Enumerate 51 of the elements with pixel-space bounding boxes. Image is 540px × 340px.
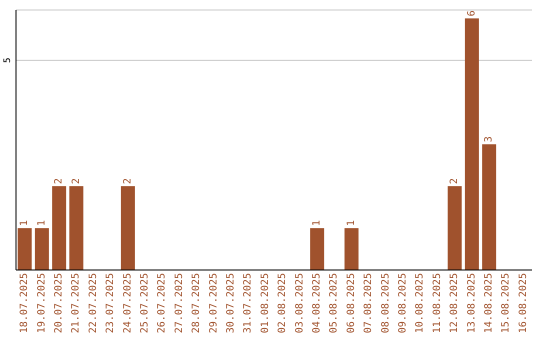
x-tick-label: 22.07.2025 [88,273,99,334]
x-tick-label: 26.07.2025 [156,273,168,334]
x-tick-label: 11.08.2025 [432,273,443,334]
x-tick-label: 01.08.2025 [260,273,271,334]
data-label: 1 [346,220,358,226]
data-label: 2 [122,178,134,184]
x-tick-label: 07.08.2025 [363,273,374,334]
y-tick-label: 5 [3,58,13,64]
x-tick-label: 25.07.2025 [140,273,150,334]
data-label: 3 [484,136,495,142]
bar [69,186,84,270]
data-label: 6 [466,10,478,16]
x-tick-label: 04.08.2025 [312,273,322,334]
data-label: 2 [449,178,460,184]
x-tick-label: 03.08.2025 [294,273,306,334]
x-tick-label: 29.07.2025 [208,273,220,334]
x-tick-label: 10.08.2025 [414,273,426,334]
data-label: 1 [19,220,30,226]
x-tick-label: 15.08.2025 [500,273,512,334]
bar [120,186,135,270]
x-tick-label: 08.08.2025 [380,273,392,334]
x-tick-label: 23.07.2025 [105,273,116,334]
x-tick-label: 28.07.2025 [191,273,202,334]
data-label: 2 [70,178,82,184]
x-tick-label: 12.08.2025 [449,273,460,334]
bar [52,186,66,270]
x-tick-label: 13.08.2025 [466,273,478,334]
bar [18,228,32,270]
x-tick-label: 14.08.2025 [484,273,494,334]
x-tick-label: 30.07.2025 [226,273,236,334]
bar [464,18,479,270]
bar [34,228,49,270]
x-tick-label: 31.07.2025 [242,273,254,334]
data-label: 1 [36,220,48,226]
bar [482,144,496,270]
bar [310,228,324,270]
x-tick-label: 21.07.2025 [70,273,82,334]
x-tick-label: 02.08.2025 [277,273,288,334]
x-tick-label: 06.08.2025 [346,273,357,334]
data-label: 2 [54,178,65,184]
bar [344,228,359,270]
x-tick-label: 18.07.2025 [19,273,30,334]
x-tick-label: 20.07.2025 [54,273,64,334]
x-tick-label: 27.07.2025 [174,273,185,334]
x-tick-label: 05.08.2025 [328,273,340,334]
data-label: 1 [312,220,323,226]
x-tick-label: 19.07.2025 [36,273,48,334]
x-tick-label: 09.08.2025 [398,273,408,334]
bar [448,186,462,270]
x-tick-label: 24.07.2025 [122,273,134,334]
x-tick-label: 16.08.2025 [518,273,529,334]
